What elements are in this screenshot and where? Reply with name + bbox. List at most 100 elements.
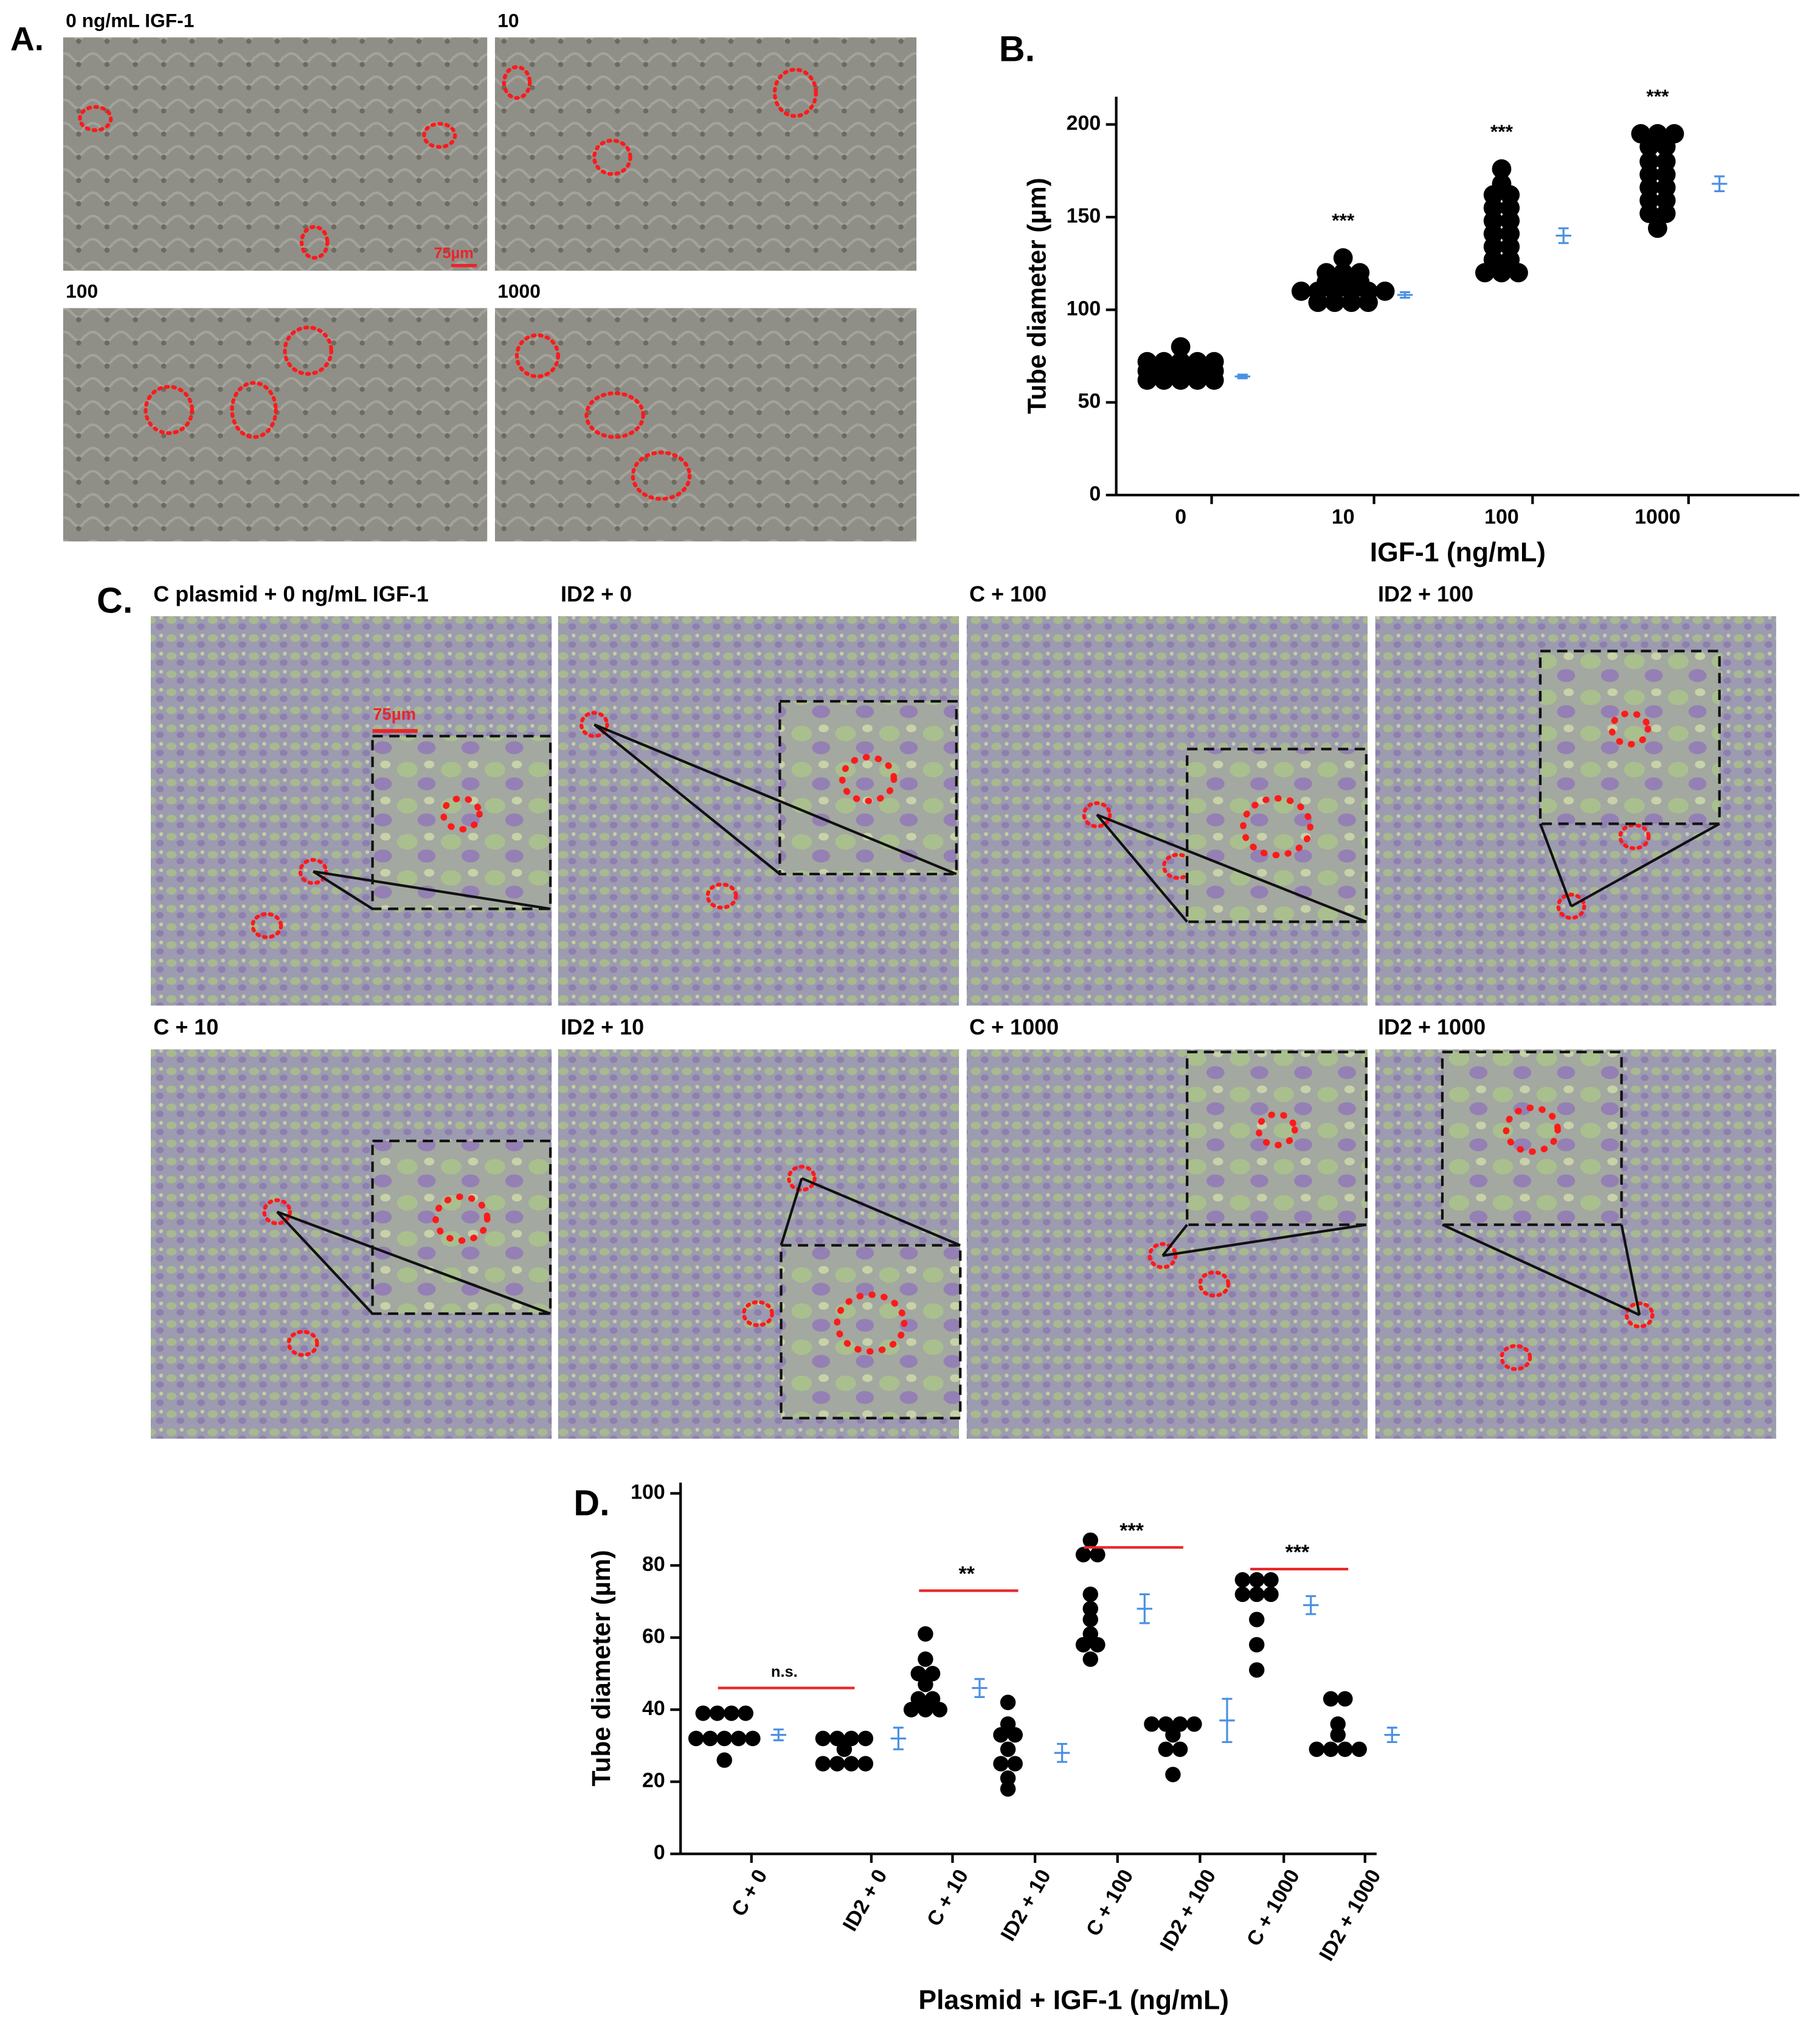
micrograph — [494, 37, 917, 271]
data-point — [1337, 1741, 1353, 1758]
inset-frame — [1538, 650, 1721, 825]
inset-link — [276, 1211, 374, 1315]
tube-outline — [787, 1165, 817, 1192]
tube-outline — [584, 391, 645, 439]
data-point — [1082, 1612, 1098, 1627]
tube-outline — [1147, 1242, 1178, 1269]
data-point — [702, 1730, 718, 1747]
tube-outline — [834, 1291, 908, 1355]
data-point — [903, 1702, 919, 1717]
data-point — [1309, 1741, 1324, 1758]
micrograph — [63, 37, 488, 271]
data-point — [1007, 1727, 1023, 1743]
data-point — [688, 1730, 704, 1747]
x-tick-label: 10 — [1332, 505, 1355, 529]
x-axis-label: IGF-1 (ng/mL) — [1370, 538, 1546, 567]
image-title: C + 10 — [153, 1014, 218, 1039]
data-point — [1137, 370, 1157, 390]
image-title: C + 100 — [969, 581, 1047, 606]
data-point — [1000, 1694, 1016, 1710]
mean-sem — [1303, 1595, 1319, 1615]
tube-outline — [741, 1300, 774, 1328]
y-tick-label: 100 — [1067, 297, 1101, 320]
data-point — [1082, 1601, 1098, 1617]
panel-label: D. — [573, 1483, 609, 1523]
tube-outline — [705, 882, 738, 910]
inset-link — [1442, 1223, 1641, 1317]
mean-sem — [890, 1727, 907, 1750]
significance: *** — [1490, 120, 1514, 142]
x-tick-label: 1000 — [1635, 505, 1680, 529]
data-point — [1171, 370, 1191, 390]
tube-outline — [299, 224, 330, 260]
tube-outline — [1240, 795, 1313, 859]
data-point — [1000, 1781, 1016, 1797]
data-point — [1000, 1741, 1016, 1758]
data-point — [1007, 1756, 1023, 1772]
data-point — [1341, 293, 1362, 313]
data-point — [932, 1702, 947, 1717]
data-point — [843, 1756, 859, 1772]
x-tick-label: C + 1000 — [1242, 1865, 1304, 1950]
data-point — [857, 1730, 874, 1747]
mean-sem — [972, 1678, 988, 1698]
inset-link — [276, 1210, 551, 1315]
panel-label: A. — [10, 19, 44, 57]
inset-link — [1162, 1223, 1367, 1257]
data-point — [1656, 137, 1676, 157]
inset-link — [312, 870, 373, 910]
y-tick-label: 80 — [642, 1553, 665, 1576]
data-point — [1330, 1716, 1346, 1732]
tube-outline — [286, 1329, 319, 1357]
inset-frame — [778, 700, 958, 876]
data-point — [1158, 1741, 1174, 1758]
tube-outline — [1503, 1104, 1561, 1155]
inset-link — [593, 723, 781, 875]
tube-outline — [251, 912, 283, 940]
x-tick-label: C + 0 — [727, 1865, 772, 1920]
tube-outline — [1255, 1111, 1298, 1149]
significance: *** — [1332, 209, 1355, 231]
data-point — [1000, 1770, 1016, 1786]
image-title: C + 1000 — [969, 1014, 1059, 1039]
data-point — [1082, 1651, 1098, 1667]
data-point — [1358, 293, 1378, 313]
data-point — [1492, 263, 1512, 283]
mean-sem — [1397, 291, 1413, 299]
inset — [1187, 749, 1366, 922]
data-point — [918, 1626, 933, 1642]
data-point — [993, 1756, 1009, 1772]
inset-frame — [1186, 1050, 1368, 1226]
y-axis-label: Tube diameter (µm) — [1023, 178, 1051, 414]
tube-outline — [1556, 892, 1586, 920]
data-point — [716, 1730, 732, 1747]
mean-sem — [1054, 1742, 1070, 1763]
tube-outline — [422, 122, 457, 149]
data-point — [1144, 1716, 1160, 1732]
inset — [1187, 1052, 1366, 1225]
inset-link — [1161, 1224, 1188, 1256]
data-point — [815, 1756, 831, 1772]
inset-link — [593, 723, 957, 876]
tube-outline — [631, 450, 692, 501]
panel-label: B. — [999, 28, 1035, 69]
tube-outline — [262, 1198, 292, 1225]
significance: ** — [959, 1562, 975, 1586]
inset — [781, 1245, 961, 1418]
tube-outline — [440, 795, 483, 833]
inset-link — [313, 870, 551, 910]
image-title: ID2 + 0 — [561, 581, 632, 606]
inset-link — [801, 1177, 961, 1247]
inset — [1442, 1052, 1622, 1225]
data-point — [857, 1756, 874, 1772]
mean-sem — [1555, 227, 1571, 244]
tube-outline — [283, 325, 333, 376]
data-point — [1248, 1572, 1265, 1588]
data-point — [1375, 281, 1395, 301]
data-point — [709, 1705, 725, 1721]
image-title: 1000 — [497, 280, 541, 302]
inset-frame — [780, 1244, 962, 1419]
inset-frame — [371, 1139, 552, 1315]
data-point — [1075, 1637, 1092, 1653]
